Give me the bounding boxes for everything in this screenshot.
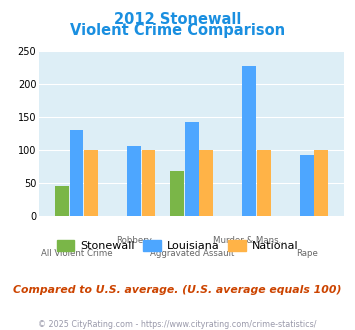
Bar	[127, 146, 141, 216]
Text: Rape: Rape	[296, 249, 318, 258]
Legend: Stonewall, Louisiana, National: Stonewall, Louisiana, National	[54, 238, 301, 253]
Bar	[300, 155, 314, 216]
Text: 2012 Stonewall: 2012 Stonewall	[114, 12, 241, 26]
Text: Compared to U.S. average. (U.S. average equals 100): Compared to U.S. average. (U.S. average …	[13, 285, 342, 295]
Text: © 2025 CityRating.com - https://www.cityrating.com/crime-statistics/: © 2025 CityRating.com - https://www.city…	[38, 320, 317, 329]
Bar	[185, 122, 198, 216]
Text: Robbery: Robbery	[116, 236, 152, 245]
Bar	[142, 150, 155, 216]
Bar	[70, 130, 83, 216]
Text: Violent Crime Comparison: Violent Crime Comparison	[70, 23, 285, 38]
Bar	[170, 171, 184, 216]
Bar	[257, 150, 271, 216]
Text: Aggravated Assault: Aggravated Assault	[149, 249, 234, 258]
Text: Murder & Mans...: Murder & Mans...	[213, 236, 286, 245]
Bar	[315, 150, 328, 216]
Bar	[55, 186, 69, 216]
Bar	[84, 150, 98, 216]
Bar	[242, 66, 256, 216]
Text: All Violent Crime: All Violent Crime	[41, 249, 112, 258]
Bar	[199, 150, 213, 216]
